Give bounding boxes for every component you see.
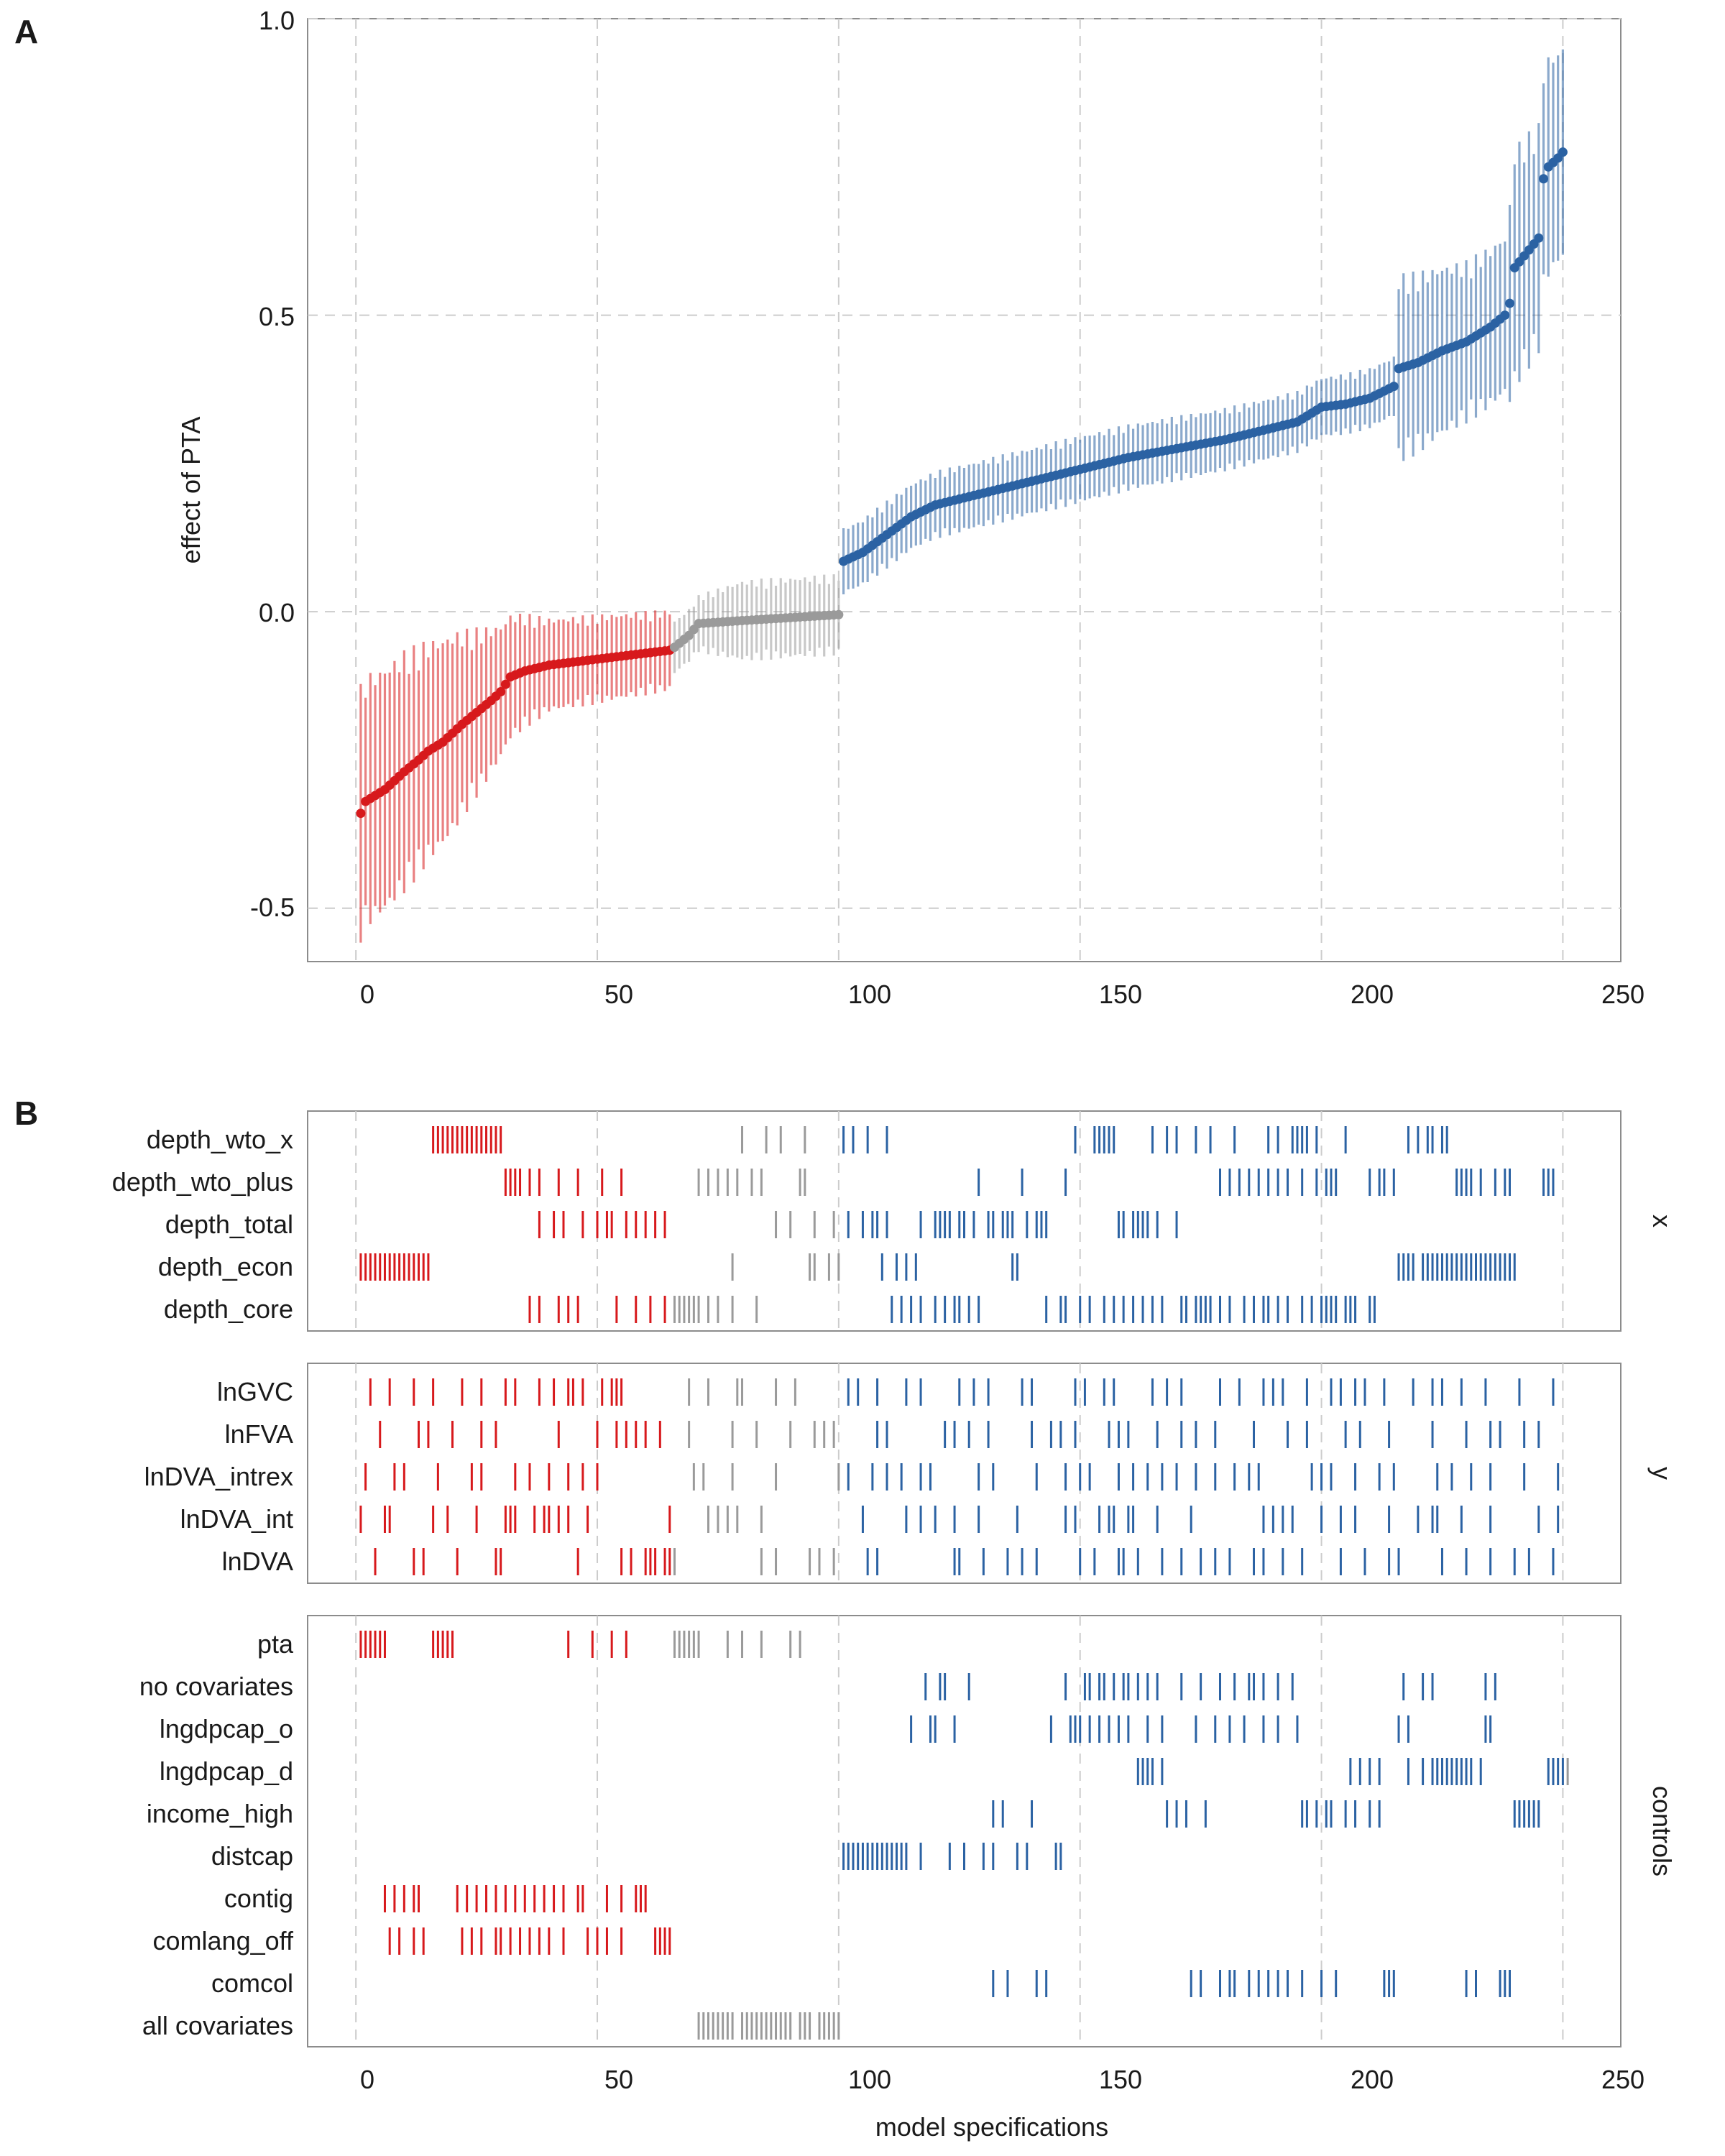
panel-a-gridlines xyxy=(308,18,1621,962)
panel-a-estimates xyxy=(356,147,1568,819)
x-tick-label: 150 xyxy=(1099,2065,1142,2094)
x-tick-label: 0 xyxy=(360,980,374,1009)
panel-a-letter: A xyxy=(14,13,38,50)
estimate-point xyxy=(1558,147,1568,157)
facet-spec-ticks xyxy=(359,1126,1555,1323)
row-label: depth_total xyxy=(165,1210,293,1239)
panel-b-letter: B xyxy=(14,1095,38,1132)
row-label: lnGVC xyxy=(217,1377,293,1406)
estimate-point xyxy=(356,808,366,819)
y-tick-label: 1.0 xyxy=(259,6,295,35)
panel-b-x-ticks: 0 50 100 150 200 250 xyxy=(360,2065,1644,2094)
y-tick-label: -0.5 xyxy=(250,893,295,922)
facet-gridlines xyxy=(355,1616,1564,2047)
row-label: lnDVA xyxy=(222,1547,293,1576)
facet-spec-ticks xyxy=(359,1631,1569,2040)
x-tick-label: 250 xyxy=(1601,980,1644,1009)
x-tick-label: 150 xyxy=(1099,980,1142,1009)
row-label: no covariates xyxy=(139,1672,293,1701)
estimate-point xyxy=(1534,233,1544,243)
row-label: income_high xyxy=(147,1799,293,1828)
x-tick-label: 200 xyxy=(1351,980,1394,1009)
row-label: lnDVA_int xyxy=(180,1504,293,1534)
row-label: distcap xyxy=(211,1841,293,1871)
facet-strip-label: x xyxy=(1647,1215,1677,1227)
estimate-point xyxy=(834,609,844,619)
estimate-point xyxy=(1505,298,1515,308)
panel-a-x-ticks: 0 50 100 150 200 250 xyxy=(360,980,1644,1009)
y-tick-label: 0.5 xyxy=(259,302,295,331)
row-label: depth_wto_plus xyxy=(112,1167,293,1197)
facet-spec-ticks xyxy=(359,1378,1560,1575)
estimate-point xyxy=(1539,174,1549,184)
facet-frame xyxy=(307,1363,1622,1584)
x-tick-label: 50 xyxy=(604,980,633,1009)
x-tick-label: 250 xyxy=(1601,2065,1644,2094)
row-label: all covariates xyxy=(142,2011,293,2040)
facet-strip-label: y xyxy=(1647,1467,1677,1480)
y-tick-label: 0.0 xyxy=(259,598,295,627)
facet-y: lnGVC lnFVA lnDVA_intrex lnDVA_int lnDVA… xyxy=(144,1363,1677,1584)
panel-a-y-axis-label: effect of PTA xyxy=(176,417,206,564)
facet-controls: pta no covariates lngdpcap_o lngdpcap_d … xyxy=(139,1615,1677,2047)
row-label: lnDVA_intrex xyxy=(144,1462,293,1491)
panel-a-y-ticks: -0.5 0.0 0.5 1.0 xyxy=(250,6,295,922)
facet-frame xyxy=(307,1110,1622,1332)
row-label: depth_wto_x xyxy=(147,1125,293,1154)
row-label: lngdpcap_o xyxy=(160,1714,293,1743)
row-label: depth_econ xyxy=(158,1252,293,1281)
row-label: lngdpcap_d xyxy=(160,1756,293,1786)
estimate-point xyxy=(496,687,506,697)
facet-strip-label: controls xyxy=(1647,1786,1677,1876)
panel-a-plot: -0.5 0.0 0.5 1.0 0 50 100 150 200 250 ef… xyxy=(176,6,1644,1009)
x-tick-label: 100 xyxy=(848,980,891,1009)
x-tick-label: 50 xyxy=(604,2065,633,2094)
facet-x: depth_wto_x depth_wto_plus depth_total d… xyxy=(112,1110,1677,1332)
row-label: contig xyxy=(224,1884,293,1913)
row-label: comcol xyxy=(211,1968,293,1998)
row-label: lnFVA xyxy=(225,1419,293,1449)
x-tick-label: 200 xyxy=(1351,2065,1394,2094)
x-tick-label: 100 xyxy=(848,2065,891,2094)
facet-frame xyxy=(307,1615,1622,2047)
row-label: pta xyxy=(257,1629,294,1659)
panel-b-plot: depth_wto_x depth_wto_plus depth_total d… xyxy=(112,1110,1677,2142)
row-label: comlang_off xyxy=(153,1926,294,1955)
estimate-point xyxy=(1500,310,1510,321)
estimate-point xyxy=(500,679,510,689)
x-tick-label: 0 xyxy=(360,2065,374,2094)
panel-b-x-axis-label: model specifications xyxy=(875,2112,1108,2142)
estimate-point xyxy=(1389,382,1399,392)
row-label: depth_core xyxy=(164,1294,293,1324)
